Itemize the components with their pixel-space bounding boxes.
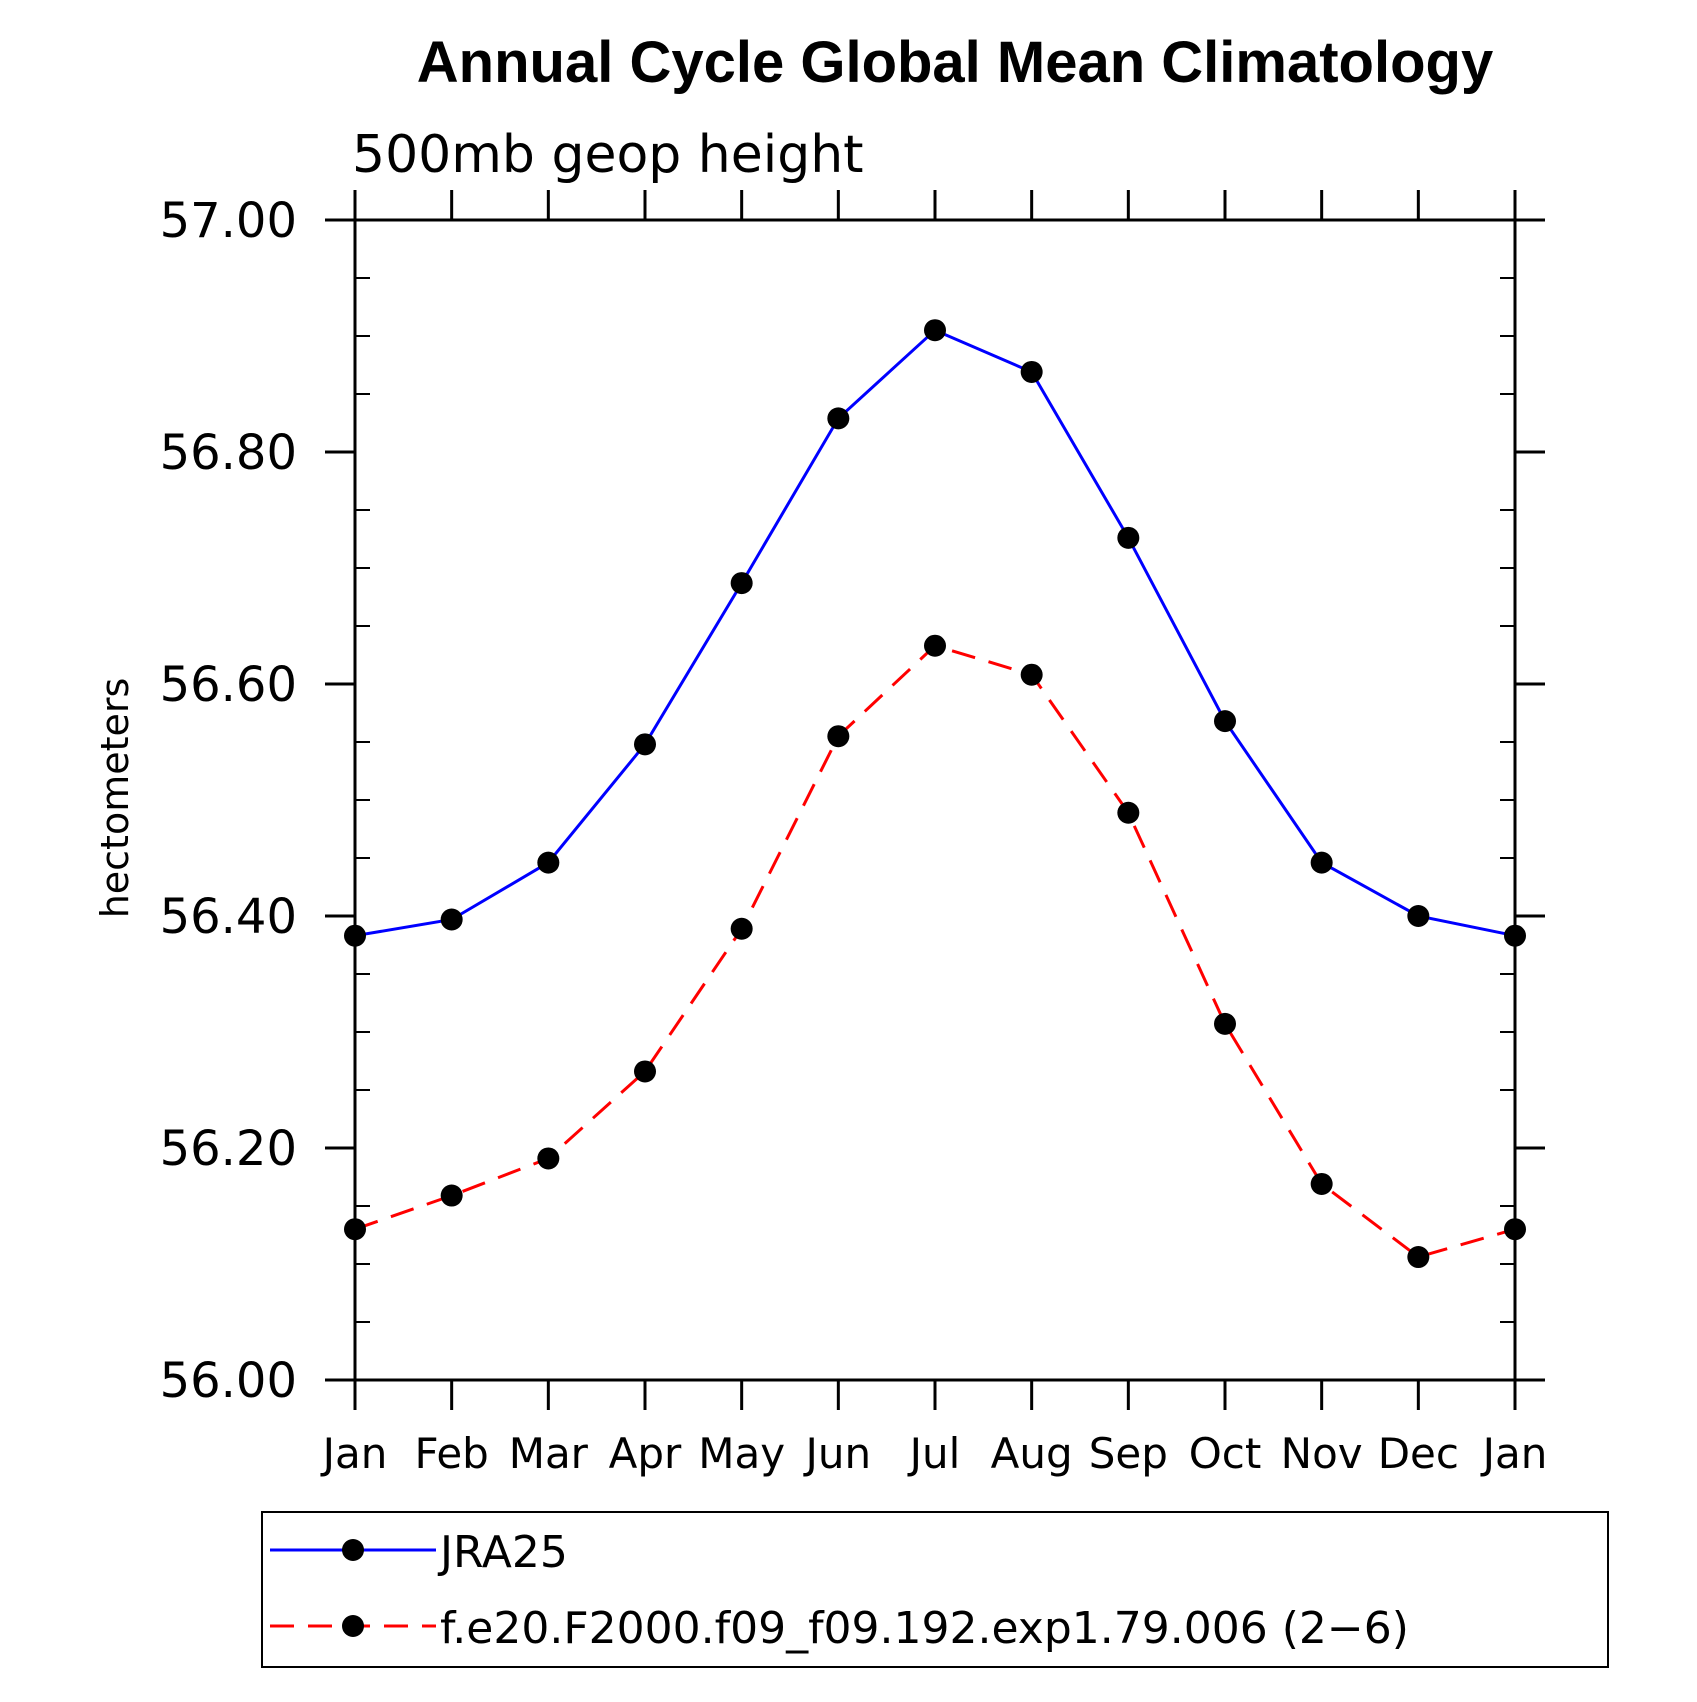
y-tick-label: 56.80 bbox=[160, 425, 297, 481]
plot-frame bbox=[353, 218, 1517, 1382]
y-tick-label: 56.20 bbox=[160, 1121, 297, 1177]
data-point bbox=[1020, 663, 1043, 686]
chart-subtitle: 500mb geop height bbox=[352, 125, 864, 185]
series-line-1 bbox=[354, 328, 1516, 938]
y-tick-label: 56.00 bbox=[160, 1353, 297, 1409]
legend: JRA25 f.e20.F2000.f09_f09.192.exp1.79.006… bbox=[261, 1511, 1609, 1668]
x-tick-label: Apr bbox=[609, 1429, 682, 1478]
data-point bbox=[1020, 360, 1043, 383]
data-point bbox=[1117, 801, 1140, 824]
data-point bbox=[1310, 851, 1333, 874]
data-point bbox=[730, 917, 753, 940]
data-point bbox=[730, 572, 753, 595]
x-tick-label: Jan bbox=[320, 1429, 388, 1478]
legend-items: JRA25 f.e20.F2000.f09_f09.192.exp1.79.006… bbox=[270, 1527, 1409, 1654]
x-tick-label: Sep bbox=[1089, 1429, 1168, 1478]
x-tick-label: Jan bbox=[1480, 1429, 1548, 1478]
data-point bbox=[344, 924, 366, 947]
x-tick-label: Mar bbox=[509, 1429, 589, 1478]
data-point bbox=[344, 1218, 366, 1241]
data-point bbox=[1407, 905, 1430, 927]
x-tick-label: Feb bbox=[414, 1429, 488, 1478]
legend-marker bbox=[342, 1615, 364, 1637]
x-tick-label: Dec bbox=[1378, 1429, 1459, 1478]
y-tick-label: 57.00 bbox=[160, 193, 297, 249]
data-point bbox=[1214, 1012, 1236, 1035]
series-lines bbox=[354, 328, 1516, 1259]
y-axis-label: hectometers bbox=[93, 678, 137, 919]
data-point bbox=[537, 1147, 560, 1170]
data-point bbox=[924, 634, 946, 657]
x-tick-label: Nov bbox=[1281, 1429, 1363, 1478]
data-point bbox=[1407, 1246, 1430, 1269]
legend-label: JRA25 bbox=[437, 1527, 568, 1578]
series-markers bbox=[344, 319, 1526, 1269]
data-point bbox=[924, 319, 946, 342]
data-point bbox=[827, 407, 850, 430]
data-point bbox=[634, 733, 656, 756]
data-point bbox=[634, 1060, 656, 1083]
legend-marker bbox=[342, 1539, 364, 1561]
series-line-2 bbox=[354, 644, 1516, 1259]
data-point bbox=[1214, 710, 1236, 733]
data-point bbox=[537, 851, 560, 874]
x-axis: Jan Feb Mar Apr May Jun Jul Aug Sep Oct Nov Dec Jan bbox=[320, 190, 1548, 1478]
legend-label: f.e20.F2000.f09_f09.192.exp1.79.006 (2−6… bbox=[440, 1603, 1409, 1654]
y-tick-label: 56.60 bbox=[160, 657, 297, 713]
x-tick-label: May bbox=[698, 1429, 785, 1478]
data-point bbox=[1310, 1172, 1333, 1195]
data-point bbox=[1117, 526, 1140, 549]
data-point bbox=[827, 725, 850, 748]
x-tick-label: Jul bbox=[907, 1429, 961, 1478]
legend-box bbox=[261, 1511, 1609, 1668]
data-point bbox=[440, 1184, 463, 1207]
y-axis: 56.00 56.20 56.40 56.60 56.80 57.00 bbox=[160, 193, 1545, 1409]
y-tick-label: 56.40 bbox=[160, 889, 297, 945]
x-tick-label: Jun bbox=[803, 1429, 872, 1478]
x-tick-label: Aug bbox=[991, 1429, 1073, 1478]
chart-title: Annual Cycle Global Mean Climatology bbox=[417, 30, 1493, 95]
data-point bbox=[440, 908, 463, 931]
data-point bbox=[1504, 1218, 1526, 1241]
x-tick-label: Oct bbox=[1189, 1429, 1262, 1478]
data-point bbox=[1504, 924, 1526, 947]
